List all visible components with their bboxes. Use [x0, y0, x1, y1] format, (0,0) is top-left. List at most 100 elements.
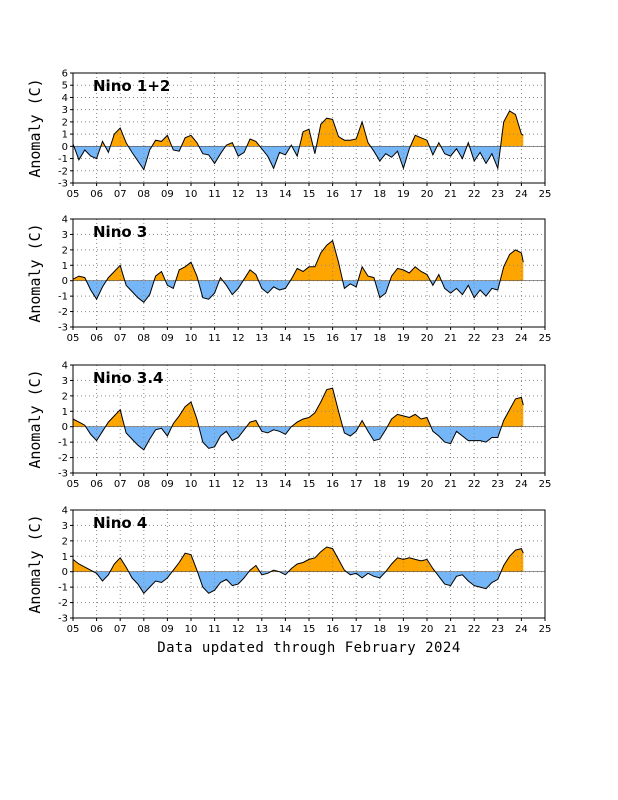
y-axis-title: Anomaly (C) — [26, 223, 44, 322]
positive-anomaly-area — [73, 110, 524, 147]
x-tick-label: 05 — [67, 333, 80, 344]
x-tick-label: 18 — [373, 479, 386, 490]
x-tick-label: 19 — [397, 333, 410, 344]
x-tick-label: 19 — [397, 624, 410, 635]
y-tick-label: -3 — [58, 614, 68, 625]
x-tick-label: 21 — [444, 624, 457, 635]
panel-title: Nino 1+2 — [93, 77, 170, 95]
x-tick-label: 14 — [279, 479, 292, 490]
y-tick-label: 0 — [62, 422, 68, 433]
y-tick-label: -1 — [58, 583, 68, 594]
x-tick-label: 08 — [137, 333, 150, 344]
y-tick-label: -2 — [58, 166, 68, 177]
y-tick-label: 0 — [62, 567, 68, 578]
y-tick-label: -3 — [58, 469, 68, 480]
positive-anomaly-area — [73, 547, 524, 572]
y-tick-label: 3 — [62, 521, 68, 532]
panel-title: Nino 3 — [93, 223, 147, 241]
y-tick-label: -3 — [58, 179, 68, 190]
x-tick-label: 25 — [539, 624, 552, 635]
x-tick-label: 09 — [161, 333, 174, 344]
x-tick-label: 17 — [350, 624, 363, 635]
x-tick-label: 15 — [303, 624, 316, 635]
y-tick-label: 0 — [62, 142, 68, 153]
x-tick-label: 21 — [444, 479, 457, 490]
x-tick-label: 11 — [208, 479, 221, 490]
x-tick-label: 10 — [185, 479, 198, 490]
negative-anomaly-area — [93, 571, 502, 594]
y-tick-label: 2 — [62, 245, 68, 256]
x-tick-label: 13 — [255, 333, 268, 344]
y-tick-label: -2 — [58, 598, 68, 609]
x-tick-label: 09 — [161, 624, 174, 635]
x-tick-label: 25 — [539, 479, 552, 490]
anomaly-series-line — [72, 387, 524, 451]
x-tick-label: 05 — [67, 479, 80, 490]
x-tick-label: 16 — [326, 479, 339, 490]
positive-anomaly-area — [73, 240, 524, 281]
x-tick-label: 22 — [468, 479, 481, 490]
negative-anomaly-area — [73, 146, 501, 170]
x-tick-label: 05 — [67, 624, 80, 635]
x-tick-label: 25 — [539, 189, 552, 200]
panel-title: Nino 3.4 — [93, 369, 163, 387]
x-tick-label: 18 — [373, 624, 386, 635]
x-tick-label: 21 — [444, 189, 457, 200]
y-tick-label: 6 — [62, 69, 68, 80]
y-tick-label: 0 — [62, 276, 68, 287]
x-tick-label: 14 — [279, 333, 292, 344]
x-tick-label: 11 — [208, 333, 221, 344]
x-tick-label: 18 — [373, 333, 386, 344]
x-tick-label: 12 — [232, 479, 245, 490]
x-tick-label: 13 — [255, 189, 268, 200]
y-tick-label: 4 — [62, 93, 68, 104]
x-tick-label: 23 — [491, 624, 504, 635]
y-tick-label: 3 — [62, 230, 68, 241]
x-tick-label: 24 — [515, 624, 528, 635]
x-tick-label: 16 — [326, 333, 339, 344]
x-tick-label: 09 — [161, 479, 174, 490]
y-tick-label: 3 — [62, 105, 68, 116]
x-tick-label: 22 — [468, 333, 481, 344]
y-axis-title: Anomaly (C) — [26, 369, 44, 468]
x-tick-label: 08 — [137, 624, 150, 635]
x-tick-label: 25 — [539, 333, 552, 344]
x-tick-label: 12 — [232, 624, 245, 635]
y-tick-label: 2 — [62, 391, 68, 402]
x-tick-label: 20 — [421, 333, 434, 344]
x-tick-label: 08 — [137, 189, 150, 200]
y-tick-label: -3 — [58, 323, 68, 334]
panel-title: Nino 4 — [93, 514, 147, 532]
x-tick-label: 16 — [326, 189, 339, 200]
x-tick-label: 11 — [208, 624, 221, 635]
y-tick-label: 1 — [62, 552, 68, 563]
y-tick-label: 1 — [62, 130, 68, 141]
anomaly-series-line — [72, 239, 524, 304]
y-tick-label: -2 — [58, 307, 68, 318]
x-tick-label: 06 — [90, 479, 103, 490]
x-tick-label: 07 — [114, 624, 127, 635]
x-tick-label: 22 — [468, 189, 481, 200]
x-tick-label: 05 — [67, 189, 80, 200]
x-tick-label: 19 — [397, 189, 410, 200]
x-tick-label: 24 — [515, 333, 528, 344]
x-tick-label: 21 — [444, 333, 457, 344]
y-tick-label: 2 — [62, 117, 68, 128]
x-tick-label: 08 — [137, 479, 150, 490]
x-tick-label: 15 — [303, 333, 316, 344]
x-tick-label: 24 — [515, 189, 528, 200]
x-tick-label: 10 — [185, 333, 198, 344]
y-tick-label: 4 — [62, 506, 68, 517]
x-tick-label: 16 — [326, 624, 339, 635]
y-tick-label: 4 — [62, 215, 68, 226]
x-tick-label: 06 — [90, 189, 103, 200]
x-tick-label: 09 — [161, 189, 174, 200]
y-tick-label: -1 — [58, 154, 68, 165]
y-tick-label: -2 — [58, 453, 68, 464]
x-tick-label: 19 — [397, 479, 410, 490]
negative-anomaly-area — [85, 426, 502, 450]
